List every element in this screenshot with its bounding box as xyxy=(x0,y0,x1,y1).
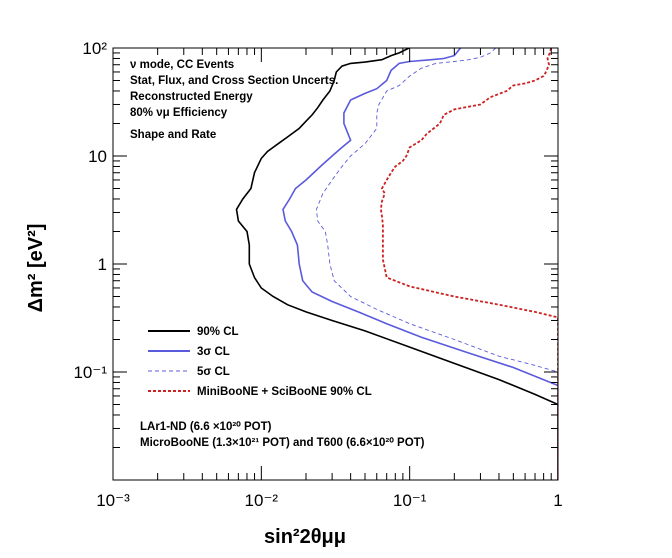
series-line-2 xyxy=(315,48,558,480)
annotation-efficiency: 80% νμ Efficiency xyxy=(130,107,228,119)
annotation-energy: Reconstructed Energy xyxy=(130,91,253,103)
y-axis-title: Δm² [eV²] xyxy=(25,224,47,313)
y-tick-label: 1 xyxy=(98,255,107,274)
annotations-top: ν mode, CC Events Stat, Flux, and Cross … xyxy=(130,59,338,141)
legend: 90% CL 3σ CL 5σ CL MiniBooNE + SciBooNE … xyxy=(148,326,372,398)
series-line-0 xyxy=(235,48,558,480)
ticks-layer xyxy=(112,47,559,481)
tick-labels-layer: 10⁻³ 10⁻² 10⁻¹ 1 10⁻¹ 1 10 10² xyxy=(73,39,562,510)
annotation-lar1nd: LAr1-ND (6.6 ×10²⁰ POT) xyxy=(140,420,272,433)
legend-label-90cl: 90% CL xyxy=(197,326,239,338)
y-tick-label: 10² xyxy=(82,39,107,58)
legend-label-3sigma: 3σ CL xyxy=(197,346,230,358)
legend-label-5sigma: 5σ CL xyxy=(197,366,230,378)
y-tick-label: 10⁻¹ xyxy=(73,363,107,382)
series-layer xyxy=(235,48,558,480)
x-tick-label: 10⁻³ xyxy=(96,491,130,510)
legend-label-miniboone: MiniBooNE + SciBooNE 90% CL xyxy=(197,386,372,398)
x-tick-label: 10⁻¹ xyxy=(393,491,427,510)
series-line-3 xyxy=(379,48,558,480)
x-tick-label: 1 xyxy=(553,491,562,510)
annotation-uncerts: Stat, Flux, and Cross Section Uncerts. xyxy=(130,75,338,87)
y-tick-label: 10 xyxy=(88,147,107,166)
annotation-microboone: MicroBooNE (1.3×10²¹ POT) and T600 (6.6×… xyxy=(140,436,425,449)
x-tick-label: 10⁻² xyxy=(245,491,279,510)
annotation-mode: ν mode, CC Events xyxy=(130,59,234,71)
annotation-shape-rate: Shape and Rate xyxy=(130,129,216,141)
series-line-1 xyxy=(282,48,558,480)
x-axis-title: sin²2θμμ xyxy=(264,526,346,548)
annotations-bottom: LAr1-ND (6.6 ×10²⁰ POT) MicroBooNE (1.3×… xyxy=(140,420,425,449)
